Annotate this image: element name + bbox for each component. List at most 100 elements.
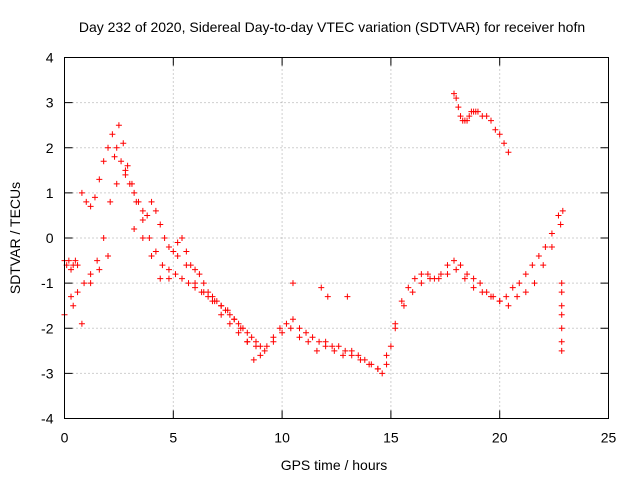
data-point bbox=[501, 140, 508, 147]
y-tick-label: -2 bbox=[41, 320, 54, 336]
data-point bbox=[91, 194, 98, 201]
data-points bbox=[61, 90, 566, 377]
data-point bbox=[435, 275, 442, 282]
data-point bbox=[263, 343, 270, 350]
data-point bbox=[322, 343, 329, 350]
data-point bbox=[457, 262, 464, 269]
data-point bbox=[250, 356, 257, 363]
data-point bbox=[68, 266, 75, 273]
data-point bbox=[355, 352, 362, 359]
data-point bbox=[424, 271, 431, 278]
data-point bbox=[222, 307, 229, 314]
data-point bbox=[558, 338, 565, 345]
data-point bbox=[135, 198, 142, 205]
data-point bbox=[522, 271, 529, 278]
x-tick-label: 25 bbox=[601, 430, 617, 446]
data-point bbox=[313, 347, 320, 354]
data-point bbox=[96, 266, 103, 273]
series-main-trace-b bbox=[70, 171, 564, 372]
data-point bbox=[226, 311, 233, 318]
x-tick-label: 10 bbox=[274, 430, 290, 446]
x-axis-label: GPS time / hours bbox=[281, 457, 388, 473]
data-point bbox=[344, 293, 351, 300]
data-point bbox=[392, 325, 399, 332]
y-tick-label: -1 bbox=[41, 275, 54, 291]
data-point bbox=[309, 334, 316, 341]
data-point bbox=[257, 352, 264, 359]
series-main-trace-a bbox=[61, 122, 566, 377]
data-point bbox=[558, 347, 565, 354]
data-point bbox=[324, 293, 331, 300]
data-point bbox=[118, 158, 125, 165]
data-point bbox=[74, 289, 81, 296]
data-point bbox=[457, 113, 464, 120]
data-point bbox=[218, 311, 225, 318]
data-point bbox=[107, 198, 114, 205]
data-point bbox=[383, 361, 390, 368]
data-point bbox=[179, 275, 186, 282]
data-point bbox=[505, 149, 512, 156]
data-point bbox=[87, 271, 94, 278]
data-point bbox=[126, 180, 133, 187]
data-point bbox=[78, 189, 85, 196]
data-point bbox=[453, 266, 460, 273]
data-point bbox=[159, 262, 166, 269]
data-point bbox=[558, 311, 565, 318]
data-point bbox=[374, 365, 381, 372]
y-tick-label: 0 bbox=[46, 230, 54, 246]
data-point bbox=[235, 329, 242, 336]
data-point bbox=[418, 280, 425, 287]
data-point bbox=[148, 198, 155, 205]
data-point bbox=[477, 280, 484, 287]
data-point bbox=[113, 180, 120, 187]
data-point bbox=[152, 248, 159, 255]
data-point bbox=[72, 257, 79, 264]
data-point bbox=[209, 293, 216, 300]
data-point bbox=[113, 144, 120, 151]
data-point bbox=[148, 253, 155, 260]
data-point bbox=[405, 284, 412, 291]
data-point bbox=[335, 343, 342, 350]
data-point bbox=[329, 343, 336, 350]
data-point bbox=[183, 248, 190, 255]
data-point bbox=[96, 176, 103, 183]
data-point bbox=[165, 266, 172, 273]
data-point bbox=[558, 302, 565, 309]
data-point bbox=[503, 293, 510, 300]
data-point bbox=[276, 325, 283, 332]
data-point bbox=[244, 338, 251, 345]
y-tick-label: 4 bbox=[46, 50, 54, 66]
data-point bbox=[558, 280, 565, 287]
data-point bbox=[144, 212, 151, 219]
data-point bbox=[496, 298, 503, 305]
data-point bbox=[379, 370, 386, 377]
data-point bbox=[235, 320, 242, 327]
data-point bbox=[418, 271, 425, 278]
data-point bbox=[464, 117, 471, 124]
data-point bbox=[100, 235, 107, 241]
tick-labels: 0 5 10 15 20 25 -4 -3 -2 -1 0 1 2 3 4 bbox=[41, 50, 616, 446]
data-point bbox=[455, 104, 462, 111]
data-point bbox=[509, 284, 516, 291]
data-point bbox=[487, 117, 494, 124]
data-point bbox=[492, 126, 499, 133]
data-point bbox=[226, 320, 233, 327]
data-point bbox=[244, 329, 251, 336]
data-point bbox=[540, 262, 547, 269]
data-point bbox=[505, 302, 512, 309]
data-point bbox=[270, 338, 277, 345]
series-scattered-points bbox=[289, 280, 565, 354]
data-point bbox=[451, 257, 458, 264]
data-point bbox=[139, 216, 146, 223]
data-point bbox=[483, 113, 490, 120]
data-point bbox=[470, 275, 477, 282]
data-point bbox=[557, 221, 564, 228]
data-point bbox=[461, 275, 468, 282]
data-point bbox=[470, 284, 477, 291]
x-tick-label: 20 bbox=[492, 430, 508, 446]
data-point bbox=[559, 207, 566, 214]
data-point bbox=[411, 275, 418, 282]
data-point bbox=[464, 271, 471, 278]
y-tick-label: -4 bbox=[41, 411, 54, 427]
